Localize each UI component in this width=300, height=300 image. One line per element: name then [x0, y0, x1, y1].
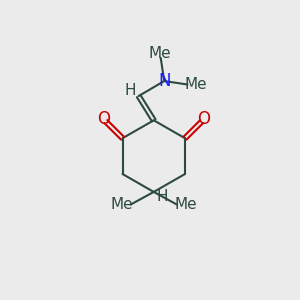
Text: Me: Me — [185, 77, 208, 92]
Text: H: H — [156, 189, 168, 204]
Text: H: H — [125, 83, 136, 98]
Text: Me: Me — [110, 197, 133, 212]
Text: O: O — [97, 110, 110, 128]
Text: Me: Me — [175, 197, 197, 212]
Text: O: O — [197, 110, 211, 128]
Text: Me: Me — [148, 46, 171, 61]
Text: N: N — [158, 72, 170, 90]
